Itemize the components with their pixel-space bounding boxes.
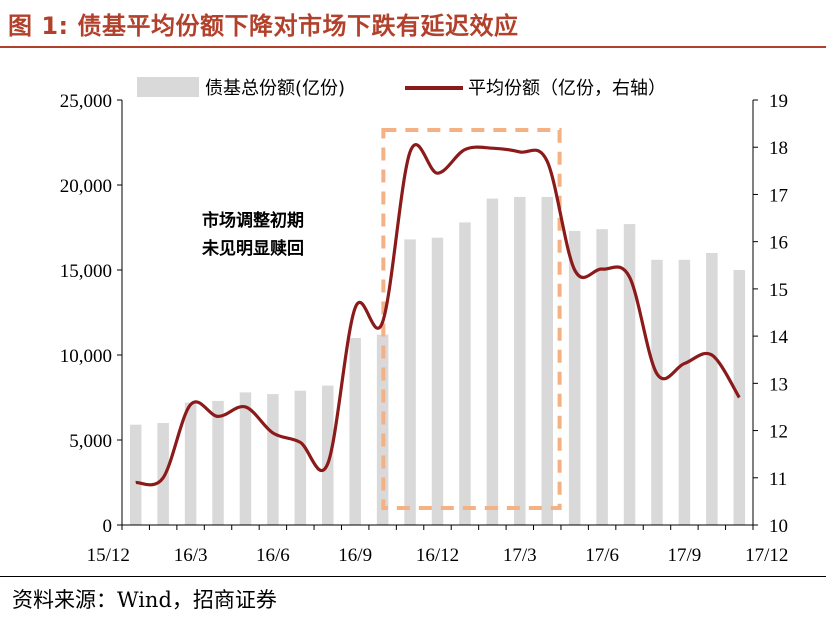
x-tick-label-0: 15/12: [87, 545, 130, 566]
bar-2: [184, 402, 197, 525]
bar-5: [267, 394, 279, 525]
x-tick-label-2: 16/6: [256, 545, 290, 566]
left-tick-label-0: 0: [103, 516, 113, 537]
bar-14: [514, 196, 526, 525]
right-tick-label-4: 14: [769, 327, 789, 348]
bar-6: [294, 390, 307, 525]
bar-19: [651, 259, 663, 525]
legend-line-label: 平均份额（亿份，右轴）: [468, 78, 666, 99]
highlight-box-group: [381, 128, 562, 510]
source-rule: [0, 576, 826, 577]
bar-13: [486, 198, 499, 525]
left-tick-label-3: 15,000: [60, 261, 112, 282]
right-tick-label-2: 12: [769, 422, 788, 443]
bar-15: [541, 196, 553, 525]
bar-7: [322, 385, 334, 525]
bar-16: [568, 230, 581, 525]
figure-title: 图 1: 债基平均份额下降对市场下跌有延迟效应: [8, 12, 519, 40]
title-rule: [0, 46, 826, 48]
right-tick-label-5: 15: [769, 280, 788, 301]
axes-group: 0 5,000 10,000 15,000 20,000 25,000 10 11 12 13 14…: [60, 91, 789, 566]
legend-bar-swatch: [137, 77, 199, 97]
bar-series-total-shares: [129, 196, 746, 525]
annotation: 市场调整初期 未见明显赎回: [201, 210, 304, 259]
left-tick-label-2: 10,000: [60, 346, 112, 367]
bar-18: [623, 224, 636, 525]
bar-11: [431, 237, 444, 525]
right-tick-label-1: 11: [769, 469, 787, 490]
left-tick-label-5: 25,000: [60, 91, 112, 112]
bar-9: [376, 334, 389, 525]
combo-chart: 0 5,000 10,000 15,000 20,000 25,000 10 11 12 13 14…: [60, 77, 789, 566]
annotation-line-1: 市场调整初期: [202, 210, 304, 231]
x-tick-label-1: 16/3: [174, 545, 208, 566]
line-series-avg-shares: [135, 143, 741, 487]
x-tick-label-3: 16/9: [338, 545, 372, 566]
legend: 债基总份额(亿份) 平均份额（亿份，右轴）: [137, 77, 666, 99]
legend-bar-label: 债基总份额(亿份): [205, 78, 345, 99]
right-tick-label-3: 13: [769, 374, 788, 395]
left-tick-label-1: 5,000: [69, 431, 112, 452]
bar-12: [459, 222, 471, 525]
right-tick-label-9: 19: [769, 91, 788, 112]
source-note: 资料来源：Wind，招商证券: [12, 588, 277, 612]
bar-10: [404, 239, 416, 525]
bar-21: [706, 253, 718, 525]
x-tick-label-7: 17/9: [668, 545, 702, 566]
x-tick-label-8: 17/12: [745, 545, 788, 566]
bar-3: [212, 400, 224, 525]
bar-0: [129, 424, 142, 525]
right-tick-label-0: 10: [769, 516, 788, 537]
bar-8: [349, 338, 361, 525]
right-tick-label-6: 16: [769, 233, 788, 254]
left-tick-label-4: 20,000: [60, 176, 112, 197]
x-tick-label-5: 17/3: [503, 545, 537, 566]
right-tick-label-8: 18: [769, 138, 788, 159]
bar-20: [678, 259, 691, 525]
highlight-box: [381, 128, 562, 510]
bar-1: [157, 423, 169, 525]
x-tick-label-4: 16/12: [416, 545, 459, 566]
annotation-line-2: 未见明显赎回: [201, 238, 304, 259]
right-tick-label-7: 17: [769, 185, 788, 206]
bar-17: [596, 229, 608, 525]
x-tick-label-6: 17/6: [585, 545, 619, 566]
bar-4: [239, 392, 252, 525]
